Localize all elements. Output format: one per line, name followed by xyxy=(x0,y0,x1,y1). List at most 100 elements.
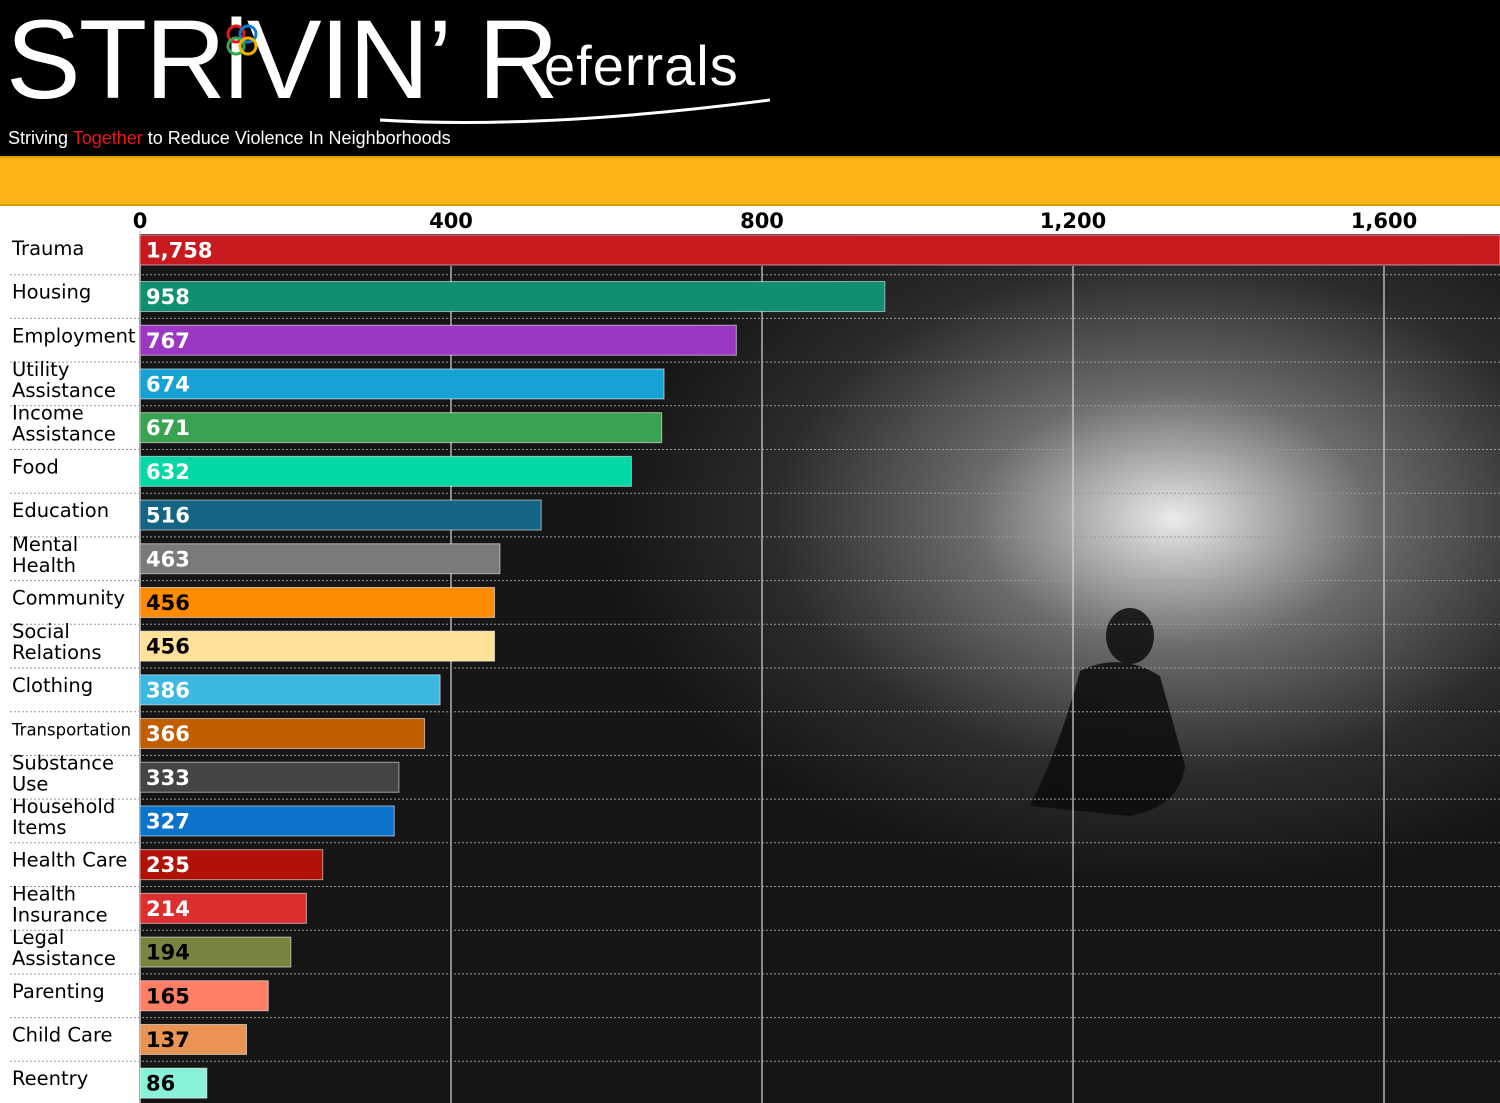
value-label: 194 xyxy=(146,941,190,965)
brand-swoosh xyxy=(380,98,771,124)
bar xyxy=(139,324,737,356)
category-label: Housing xyxy=(12,281,91,304)
category-label: Health Care xyxy=(12,849,127,872)
header: STRiVIN’ R eferrals Striving Together to… xyxy=(0,0,1500,156)
category-label-line: Health xyxy=(12,554,76,577)
value-label: 333 xyxy=(146,766,190,790)
bar xyxy=(139,234,1500,266)
category-label-line: Health xyxy=(12,882,76,905)
bar xyxy=(139,936,292,968)
x-tick-label: 1,600 xyxy=(1351,209,1417,233)
category-label-line: Substance xyxy=(12,751,114,774)
x-tick-label: 1,200 xyxy=(1040,209,1106,233)
bar xyxy=(139,368,665,400)
category-label-line: Assistance xyxy=(12,379,116,402)
category-label: Legal Assistance xyxy=(12,926,116,970)
bar xyxy=(139,980,269,1012)
bar xyxy=(139,499,542,531)
figure-body xyxy=(1030,662,1185,816)
x-tick-label: 400 xyxy=(429,209,473,233)
bar xyxy=(139,892,307,924)
value-label: 386 xyxy=(146,678,190,702)
value-label: 165 xyxy=(146,984,190,1008)
category-label-line: Utility xyxy=(12,358,69,381)
category-label-line: Assistance xyxy=(12,423,116,446)
value-label: 137 xyxy=(146,1028,190,1052)
bar-chart: 0 400 800 1,200 1,600 1,758 958 767 674 671 632 51… xyxy=(0,206,1500,1103)
category-label-line: Income xyxy=(12,402,84,425)
title-band xyxy=(0,156,1500,206)
category-label: Social Relations xyxy=(12,620,102,664)
bar xyxy=(139,674,441,706)
bar xyxy=(139,1067,208,1099)
category-label: Income Assistance xyxy=(12,402,116,446)
category-label-line: Insurance xyxy=(12,903,108,926)
category-label: Reentry xyxy=(12,1067,88,1090)
bar xyxy=(139,455,632,487)
category-label-line: Household xyxy=(12,795,115,818)
value-label: 456 xyxy=(146,635,190,659)
bar xyxy=(139,849,324,881)
tagline-end: to Reduce Violence In Neighborhoods xyxy=(142,128,451,148)
tick-panel xyxy=(139,206,1500,234)
bar xyxy=(139,281,886,313)
bar xyxy=(139,761,400,793)
category-label: Health Insurance xyxy=(12,882,108,926)
bars xyxy=(139,234,1500,1099)
bar xyxy=(139,630,496,662)
category-label: Education xyxy=(12,499,109,522)
x-tick-labels: 0 400 800 1,200 1,600 xyxy=(133,209,1418,233)
value-label: 958 xyxy=(146,285,190,309)
value-label: 327 xyxy=(146,809,190,833)
value-label: 767 xyxy=(146,329,190,353)
value-label: 671 xyxy=(146,416,190,440)
bar xyxy=(139,805,395,837)
category-label-line: Mental xyxy=(12,533,78,556)
value-label: 456 xyxy=(146,591,190,615)
value-label: 674 xyxy=(146,372,190,396)
tagline-start: Striving xyxy=(8,128,73,148)
bar xyxy=(139,543,501,575)
gridlines xyxy=(10,231,1500,1103)
category-label: Clothing xyxy=(12,674,93,697)
category-label: Food xyxy=(12,455,59,478)
category-label: Trauma xyxy=(11,237,84,260)
category-label: Employment xyxy=(12,324,136,347)
value-label: 214 xyxy=(146,897,190,921)
value-label: 463 xyxy=(146,547,190,571)
category-label: Household Items xyxy=(12,795,115,839)
bar xyxy=(139,586,496,618)
brand-strivin: STRiVIN’ xyxy=(6,0,452,122)
category-label: Community xyxy=(12,586,125,609)
value-label: 86 xyxy=(146,1072,175,1096)
tagline: Striving Together to Reduce Violence In … xyxy=(8,128,451,149)
tagline-accent: Together xyxy=(72,128,143,148)
x-tick-label: 0 xyxy=(133,209,148,233)
category-label: Parenting xyxy=(12,980,105,1003)
bar xyxy=(139,412,663,444)
brand-r: R xyxy=(478,0,559,122)
bar xyxy=(139,1023,248,1055)
figure-head xyxy=(1106,608,1154,664)
label-panel xyxy=(0,206,139,1103)
category-label-line: Social xyxy=(12,620,70,643)
category-label-line: Legal xyxy=(12,926,64,949)
category-label: Substance Use xyxy=(12,751,114,795)
category-label-line: Relations xyxy=(12,641,102,664)
value-label: 1,758 xyxy=(146,239,212,263)
value-labels: 1,758 958 767 674 671 632 516 463 456 456 386 366 33… xyxy=(146,239,212,1096)
value-label: 366 xyxy=(146,722,190,746)
category-label: Child Care xyxy=(12,1023,113,1046)
interlocking-rings-icon xyxy=(226,24,258,56)
category-label: Transportation xyxy=(11,721,131,740)
value-label: 632 xyxy=(146,460,190,484)
bar xyxy=(139,718,426,750)
category-label-line: Assistance xyxy=(12,947,116,970)
x-tick-label: 800 xyxy=(740,209,784,233)
category-label: Utility Assistance xyxy=(12,358,116,402)
category-label-line: Use xyxy=(12,772,48,795)
hallway-scene xyxy=(1030,608,1185,816)
category-label-line: Items xyxy=(12,816,67,839)
